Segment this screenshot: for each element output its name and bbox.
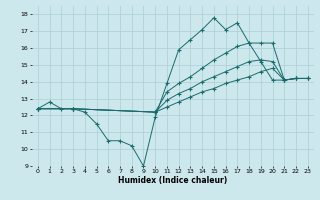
X-axis label: Humidex (Indice chaleur): Humidex (Indice chaleur)	[118, 176, 228, 185]
